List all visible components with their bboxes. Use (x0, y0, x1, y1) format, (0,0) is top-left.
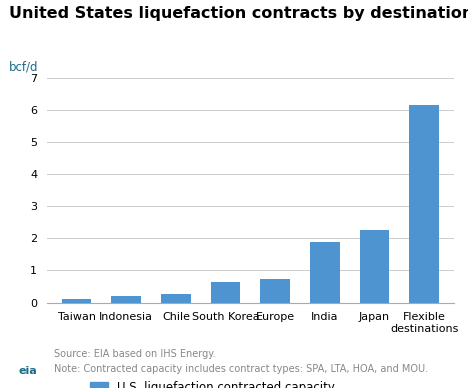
Bar (111, 296, 141, 303)
Bar (62, 300, 91, 303)
Text: bcf/d: bcf/d (9, 60, 39, 73)
Bar (211, 282, 241, 303)
Bar (359, 230, 389, 303)
Bar (260, 279, 290, 303)
Bar (310, 242, 340, 303)
Text: Source: EIA based on IHS Energy.: Source: EIA based on IHS Energy. (54, 349, 215, 359)
Text: Note: Contracted capacity includes contract types: SPA, LTA, HOA, and MOU.: Note: Contracted capacity includes contr… (54, 364, 428, 374)
Text: United States liquefaction contracts by destination: United States liquefaction contracts by … (9, 6, 468, 21)
Bar (161, 294, 191, 303)
Text: eia: eia (19, 366, 37, 376)
Bar (410, 105, 439, 303)
Legend: U.S. liquefaction contracted capacity: U.S. liquefaction contracted capacity (85, 376, 340, 388)
